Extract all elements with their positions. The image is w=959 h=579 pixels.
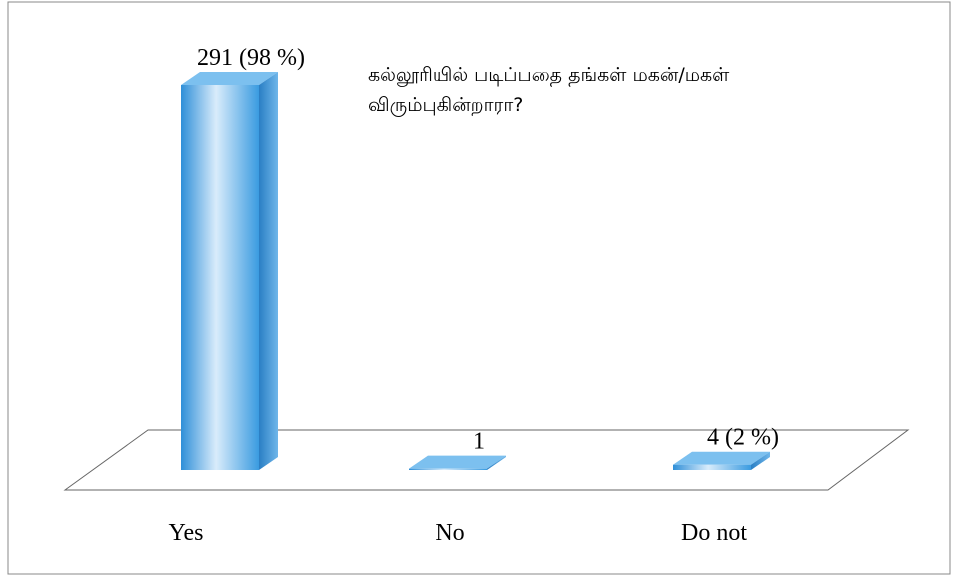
- value-label: 4 (2 %): [707, 425, 779, 451]
- x-tick-label: No: [435, 520, 464, 546]
- bar: [409, 455, 506, 470]
- value-label: 1: [473, 429, 485, 455]
- bar: [181, 72, 278, 470]
- x-tick-label: Do not: [681, 520, 747, 546]
- bar: [673, 451, 770, 470]
- value-label: 291 (98 %): [197, 45, 305, 71]
- x-tick-label: Yes: [169, 520, 204, 546]
- chart-title: கல்லூரியில் படிப்பதை தங்கள் மகன்/மகள் வி…: [368, 64, 730, 116]
